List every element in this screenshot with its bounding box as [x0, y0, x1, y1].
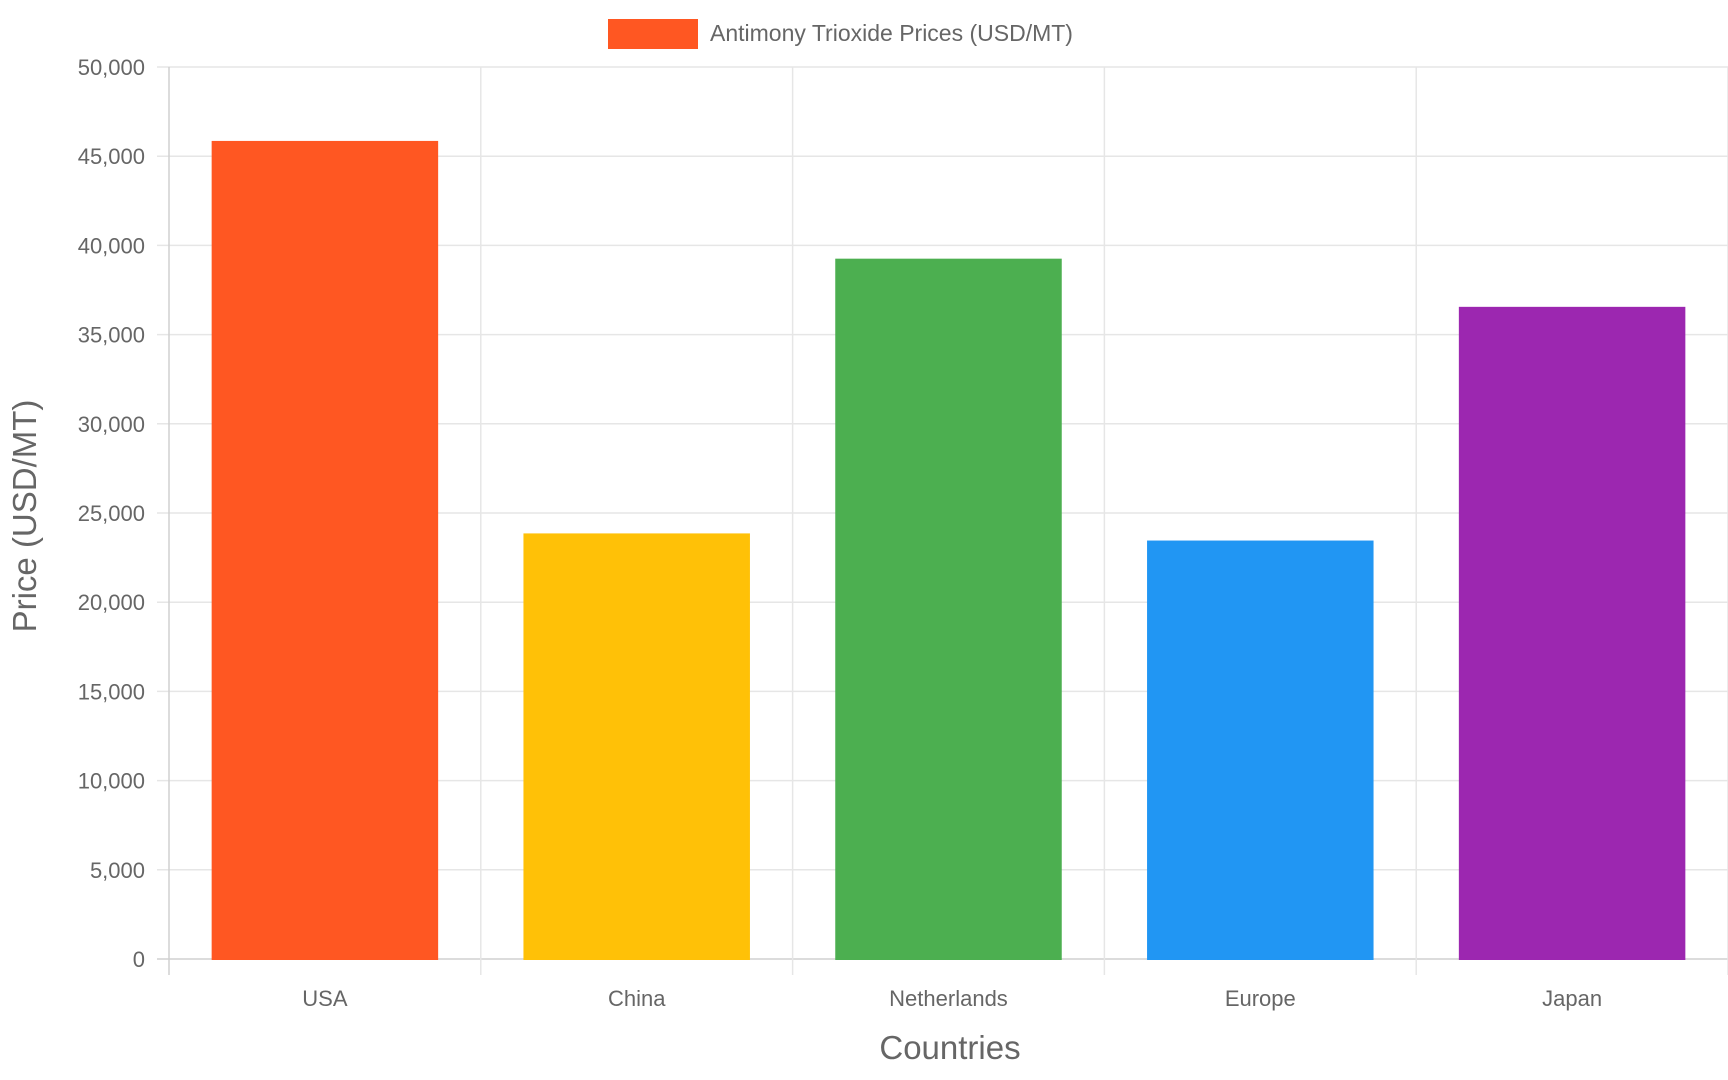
- y-tick-label: 10,000: [78, 769, 145, 794]
- y-tick-label: 25,000: [78, 501, 145, 526]
- y-tick-label: 15,000: [78, 679, 145, 704]
- bar-netherlands[interactable]: [835, 258, 1062, 960]
- x-tick-label: China: [608, 986, 666, 1011]
- bars: [211, 140, 1686, 961]
- y-tick-label: 5,000: [90, 858, 145, 883]
- y-tick-label: 20,000: [78, 590, 145, 615]
- y-tick-label: 35,000: [78, 323, 145, 348]
- bar-china[interactable]: [523, 533, 750, 961]
- x-tick-label: Japan: [1542, 986, 1602, 1011]
- legend[interactable]: Antimony Trioxide Prices (USD/MT): [608, 19, 1073, 49]
- bar-japan[interactable]: [1458, 306, 1686, 960]
- x-axis-title: Countries: [879, 1029, 1020, 1066]
- x-tick-label: Europe: [1225, 986, 1296, 1011]
- bar-europe[interactable]: [1147, 540, 1374, 960]
- y-axis-title: Price (USD/MT): [6, 400, 43, 633]
- legend-label[interactable]: Antimony Trioxide Prices (USD/MT): [710, 20, 1073, 46]
- x-tick-label: Netherlands: [889, 986, 1008, 1011]
- y-tick-label: 0: [133, 947, 145, 972]
- y-tick-label: 40,000: [78, 233, 145, 258]
- legend-swatch[interactable]: [608, 19, 698, 49]
- tick-labels: 0 5,000 10,000 15,000 20,000 25,000 30,000 35,0…: [78, 55, 1602, 1011]
- y-tick-label: 30,000: [78, 412, 145, 437]
- x-tick-label: USA: [302, 986, 348, 1011]
- bar-usa[interactable]: [211, 140, 439, 961]
- y-tick-label: 50,000: [78, 55, 145, 80]
- y-tick-label: 45,000: [78, 144, 145, 169]
